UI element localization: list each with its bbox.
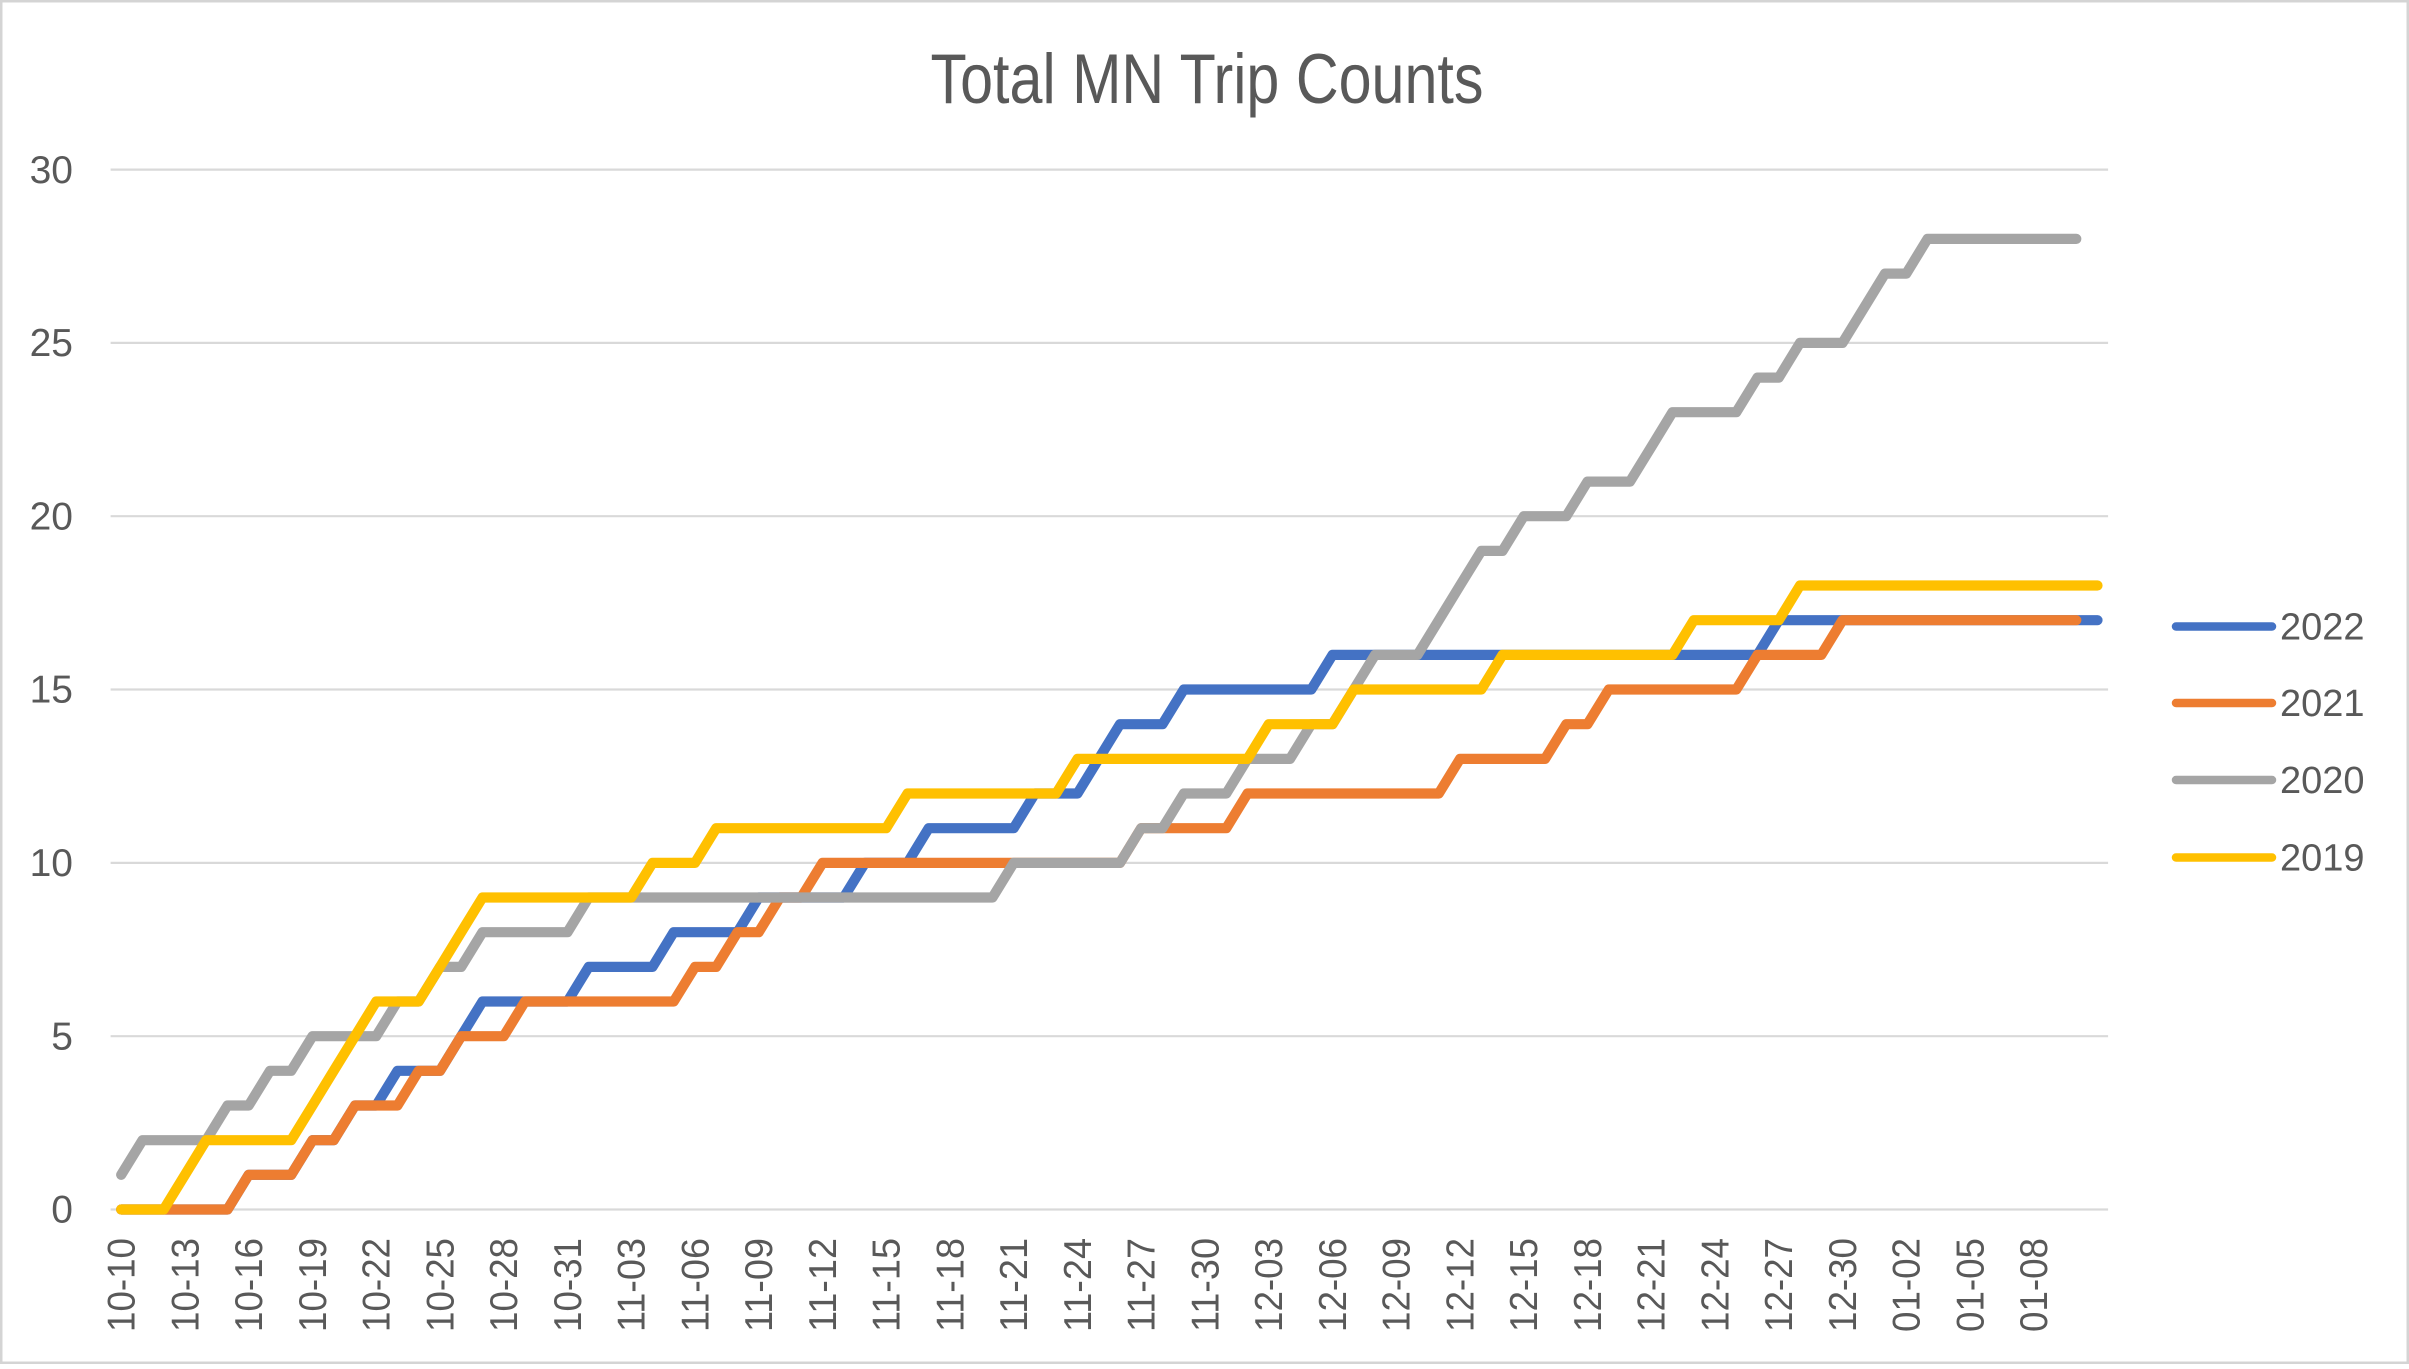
svg-text:10-16: 10-16 (228, 1238, 271, 1332)
svg-text:10-22: 10-22 (356, 1238, 399, 1332)
svg-text:12-12: 12-12 (1439, 1238, 1482, 1332)
svg-text:2022: 2022 (2280, 607, 2365, 649)
svg-text:Total MN Trip Counts: Total MN Trip Counts (931, 39, 1484, 118)
svg-text:11-09: 11-09 (738, 1238, 781, 1332)
svg-text:12-06: 12-06 (1312, 1238, 1355, 1332)
svg-text:5: 5 (51, 1015, 73, 1058)
svg-text:11-18: 11-18 (929, 1238, 972, 1332)
svg-text:12-03: 12-03 (1248, 1238, 1291, 1332)
svg-text:11-03: 11-03 (611, 1238, 654, 1332)
svg-text:15: 15 (30, 669, 73, 712)
svg-text:11-21: 11-21 (993, 1238, 1036, 1332)
svg-text:10-31: 10-31 (547, 1238, 590, 1332)
svg-text:01-08: 01-08 (2013, 1238, 2056, 1332)
svg-text:12-09: 12-09 (1376, 1238, 1419, 1332)
svg-text:01-02: 01-02 (1886, 1238, 1929, 1332)
svg-text:11-06: 11-06 (674, 1238, 717, 1332)
svg-text:11-27: 11-27 (1121, 1238, 1164, 1332)
svg-text:10-10: 10-10 (101, 1238, 144, 1332)
svg-text:11-12: 11-12 (802, 1238, 845, 1332)
svg-text:12-27: 12-27 (1758, 1238, 1801, 1332)
svg-text:30: 30 (30, 149, 73, 192)
svg-text:10-19: 10-19 (292, 1238, 335, 1332)
svg-text:11-30: 11-30 (1184, 1238, 1227, 1332)
svg-text:11-24: 11-24 (1057, 1238, 1100, 1332)
svg-text:10-25: 10-25 (419, 1238, 462, 1332)
svg-text:10: 10 (30, 842, 73, 885)
svg-text:12-30: 12-30 (1822, 1238, 1865, 1332)
svg-text:11-15: 11-15 (866, 1238, 909, 1332)
svg-text:12-21: 12-21 (1631, 1238, 1674, 1332)
svg-text:25: 25 (30, 322, 73, 365)
svg-text:20: 20 (30, 495, 73, 538)
svg-text:10-13: 10-13 (164, 1238, 207, 1332)
svg-text:2019: 2019 (2280, 838, 2365, 880)
svg-text:0: 0 (51, 1189, 73, 1232)
svg-text:01-05: 01-05 (1949, 1238, 1992, 1332)
svg-text:10-28: 10-28 (483, 1238, 526, 1332)
svg-text:2020: 2020 (2280, 760, 2365, 802)
svg-text:12-18: 12-18 (1567, 1238, 1610, 1332)
svg-text:12-24: 12-24 (1694, 1238, 1737, 1332)
svg-text:12-15: 12-15 (1503, 1238, 1546, 1332)
svg-text:2021: 2021 (2280, 683, 2365, 725)
